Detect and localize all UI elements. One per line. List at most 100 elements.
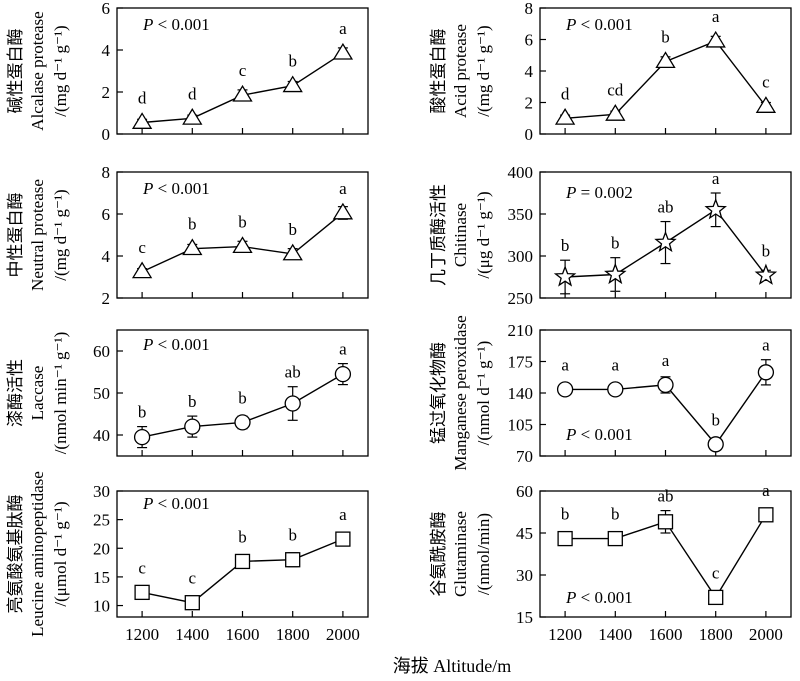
p-value: P < 0.001: [565, 425, 633, 444]
y-tick-label: 400: [508, 163, 534, 182]
significance-letter: b: [238, 388, 247, 407]
x-tick-label: 1800: [276, 625, 310, 644]
data-point-star: [553, 265, 577, 287]
significance-letter: b: [611, 505, 620, 524]
data-point-square: [285, 552, 301, 568]
data-point-triangle: [282, 75, 303, 93]
significance-letter: b: [611, 234, 620, 253]
data-point-circle: [184, 418, 201, 435]
data-point-triangle: [232, 236, 253, 254]
data-point-triangle: [131, 261, 153, 279]
y-label-chinese: 中性蛋白酶: [6, 193, 25, 278]
x-tick-label: 1200: [548, 625, 582, 644]
y-tick-label: 6: [525, 31, 534, 50]
y-label-english: Neutral protease: [28, 179, 47, 291]
y-label-chinese: 几丁质酶活性: [429, 184, 448, 286]
y-tick-label: 10: [93, 597, 110, 616]
significance-letter: b: [288, 52, 297, 71]
panel-7: 10 15 20 25 30 1200 1400 1600 1800 2000 c c b b a P < 0…: [6, 471, 369, 644]
y-tick-label: 350: [508, 205, 534, 224]
y-tick-label: 70: [516, 447, 533, 466]
significance-letter: c: [138, 558, 146, 577]
x-tick-label: 1200: [125, 625, 159, 644]
significance-letter: a: [762, 336, 770, 355]
significance-letter: a: [339, 179, 347, 198]
data-point-circle: [234, 414, 251, 431]
data-point-star: [604, 262, 627, 285]
significance-letter: b: [561, 505, 570, 524]
data-point-triangle: [554, 107, 576, 125]
y-tick-label: 30: [93, 482, 110, 501]
y-tick-label: 8: [525, 0, 534, 18]
significance-letter: c: [762, 72, 770, 91]
y-tick-label: 2: [102, 289, 111, 308]
y-tick-label: 25: [93, 511, 110, 530]
significance-letter: b: [188, 392, 197, 411]
significance-letter: ab: [285, 363, 301, 382]
data-point-circle: [757, 364, 775, 381]
data-point-triangle: [605, 104, 626, 121]
significance-letter: b: [188, 215, 197, 234]
p-value: P < 0.001: [565, 588, 633, 607]
data-point-circle: [607, 381, 624, 398]
data-point-square: [234, 553, 251, 570]
significance-letter: c: [189, 569, 197, 588]
panels: 0 2 4 6 d d c b a P < 0.001 碱性蛋白酶 Alcalase protease…: [6, 0, 792, 644]
p-value: P < 0.001: [142, 15, 210, 34]
y-tick-label: 105: [508, 416, 534, 435]
significance-letter: d: [561, 84, 570, 103]
data-point-triangle: [232, 84, 253, 102]
significance-letter: d: [138, 88, 147, 107]
significance-letter: b: [762, 241, 771, 260]
data-point-circle: [657, 376, 674, 394]
significance-letter: ab: [657, 487, 673, 506]
y-label-unit: /(mg d⁻¹ g⁻¹): [51, 189, 70, 280]
y-tick-label: 40: [93, 426, 110, 445]
data-point-square: [184, 595, 200, 611]
y-tick-label: 210: [508, 321, 534, 340]
x-tick-label: 1600: [226, 625, 260, 644]
panel-1: 0 2 4 6 d d c b a P < 0.001 碱性蛋白酶 Alcalase protease…: [6, 0, 369, 144]
p-value: P = 0.002: [565, 183, 633, 202]
y-tick-label: 60: [93, 342, 110, 361]
y-tick-label: 2: [102, 83, 111, 102]
x-tick-label: 1600: [649, 625, 683, 644]
y-tick-label: 4: [102, 247, 111, 266]
y-tick-label: 4: [525, 62, 534, 81]
significance-letter: a: [612, 355, 620, 374]
significance-letter: a: [712, 7, 720, 26]
significance-letter: a: [561, 355, 569, 374]
panel-5: 40 50 60 b b b ab a P < 0.001 漆酶活性 Laccase/(nmol m…: [6, 329, 369, 457]
significance-letter: a: [662, 351, 670, 370]
y-tick-label: 0: [102, 125, 111, 144]
y-label-unit: /(mg d⁻¹ g⁻¹): [51, 25, 70, 116]
significance-letter: a: [339, 19, 347, 38]
y-label-english: Manganese peroxidase: [451, 315, 470, 470]
y-label-chinese: 锰过氧化物酶: [429, 342, 448, 444]
data-point-star: [754, 263, 778, 285]
significance-letter: b: [661, 28, 670, 47]
significance-letter: b: [561, 236, 570, 255]
y-label-unit: /(mg d⁻¹ g⁻¹): [474, 25, 493, 116]
y-label-english: Acid protease: [451, 24, 470, 118]
data-point-circle: [284, 395, 301, 412]
y-label-english: Glutaminase: [451, 511, 470, 597]
significance-letter: d: [188, 84, 197, 103]
significance-letter: b: [288, 220, 297, 239]
data-point-circle: [334, 365, 352, 383]
y-label-unit: /(μmol d⁻¹ g⁻¹): [51, 501, 70, 606]
x-tick-label: 2000: [749, 625, 783, 644]
figure-xlabel: 海拔 Altitude/m: [393, 656, 512, 676]
x-tick-label: 2000: [326, 625, 360, 644]
significance-letter: a: [339, 505, 347, 524]
data-point-circle: [707, 436, 724, 453]
y-tick-label: 2: [525, 94, 534, 113]
data-point-triangle: [182, 107, 203, 125]
y-tick-label: 175: [508, 353, 534, 372]
series-line: [141, 538, 344, 604]
significance-letter: a: [339, 340, 347, 359]
x-tick-label: 1800: [699, 625, 733, 644]
y-label-chinese: 漆酶活性: [6, 359, 25, 427]
significance-letter: c: [239, 61, 247, 80]
